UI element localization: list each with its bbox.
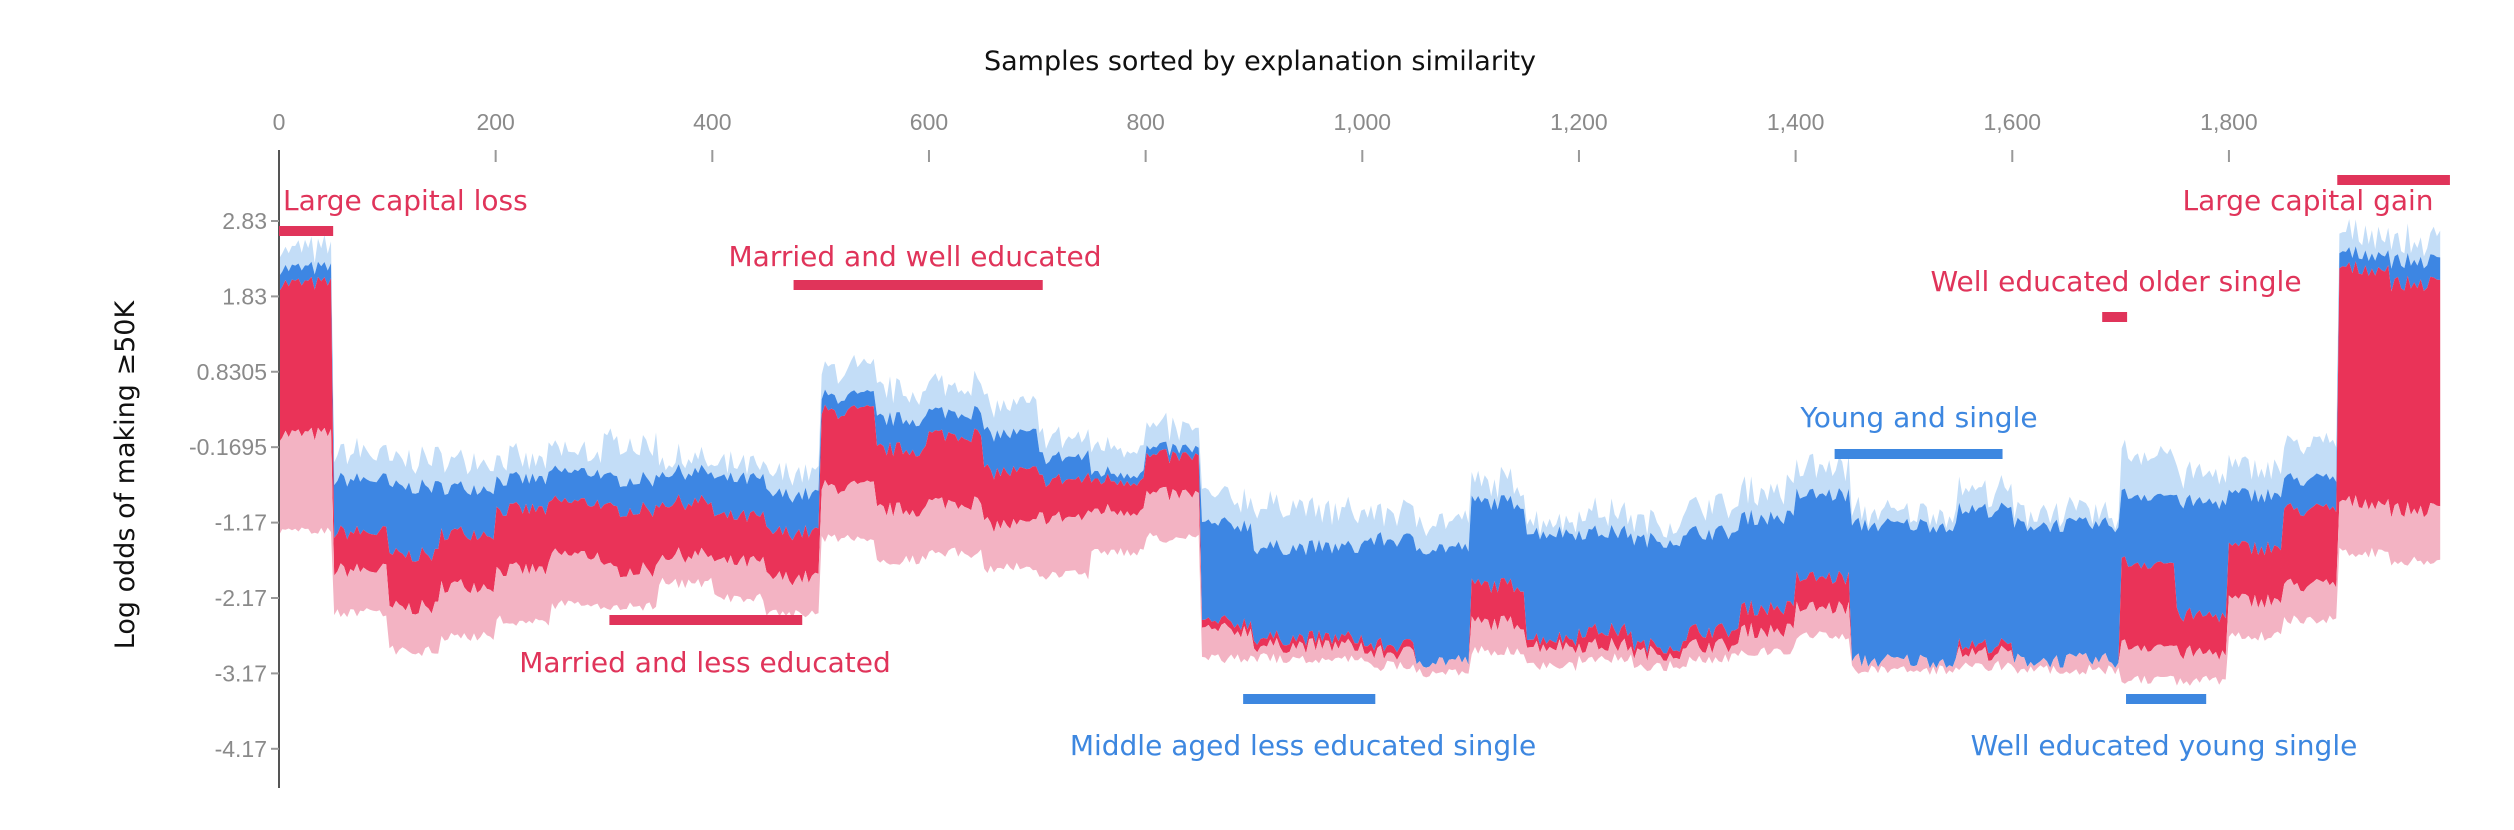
annotation-bar <box>2102 312 2128 322</box>
annotation-label: Well educated young single <box>1971 729 2358 762</box>
negative-area <box>279 246 2441 669</box>
x-tick-label: 1,200 <box>1550 109 1608 135</box>
annotation-label: Large capital loss <box>283 184 528 217</box>
annotation-bar <box>1243 694 1376 704</box>
annotation-label: Married and well educated <box>729 240 1102 273</box>
y-tick-label: 2.83 <box>222 208 267 234</box>
annotations: Large capital loss Married and well educ… <box>279 175 2450 762</box>
annotation-bar <box>2337 175 2450 185</box>
x-tick-label: 0 <box>273 109 286 135</box>
annotation-bar <box>2126 694 2207 704</box>
x-tick-label: 400 <box>693 109 731 135</box>
y-tick-label: -4.17 <box>215 736 267 762</box>
y-tick-label: -1.17 <box>215 510 267 536</box>
y-axis-label: Log odds of making ≥50K <box>110 300 141 650</box>
x-tick-label: 1,400 <box>1767 109 1825 135</box>
positive-area <box>279 261 2441 669</box>
positive-light-area <box>279 427 2441 686</box>
annotation-label: Young and single <box>1799 401 2037 434</box>
annotation-label: Large capital gain <box>2182 184 2433 217</box>
x-tick-label: 600 <box>910 109 948 135</box>
x-tick-label: 1,800 <box>2200 109 2258 135</box>
chart-title: Samples sorted by explanation similarity <box>984 46 1536 77</box>
y-tick-label: 0.8305 <box>197 359 267 385</box>
y-tick-label: -2.17 <box>215 585 267 611</box>
annotation-label: Married and less educated <box>519 646 890 679</box>
annotation-bar <box>279 226 334 236</box>
annotation-bar <box>793 280 1043 290</box>
annotation-bar <box>609 615 803 625</box>
y-tick-label: -3.17 <box>215 660 267 686</box>
stacked-areas <box>279 219 2441 686</box>
y-axis: 2.83 1.83 0.8305 -0.1695 -1.17 -2.17 -3.17 -4.1… <box>189 150 280 788</box>
annotation-bar <box>1834 449 2003 459</box>
annotation-label: Middle aged less educated single <box>1070 729 1536 762</box>
y-tick-label: 1.83 <box>222 283 267 309</box>
y-tick-label: -0.1695 <box>189 434 267 460</box>
x-tick-label: 800 <box>1126 109 1164 135</box>
x-tick-label: 1,000 <box>1334 109 1392 135</box>
x-tick-label: 200 <box>476 109 514 135</box>
annotation-label: Well educated older single <box>1930 265 2301 298</box>
x-tick-label: 1,600 <box>1983 109 2041 135</box>
x-axis: 0 200 400 600 800 1,000 1,200 1,400 1,600 1,800 <box>273 109 2258 162</box>
